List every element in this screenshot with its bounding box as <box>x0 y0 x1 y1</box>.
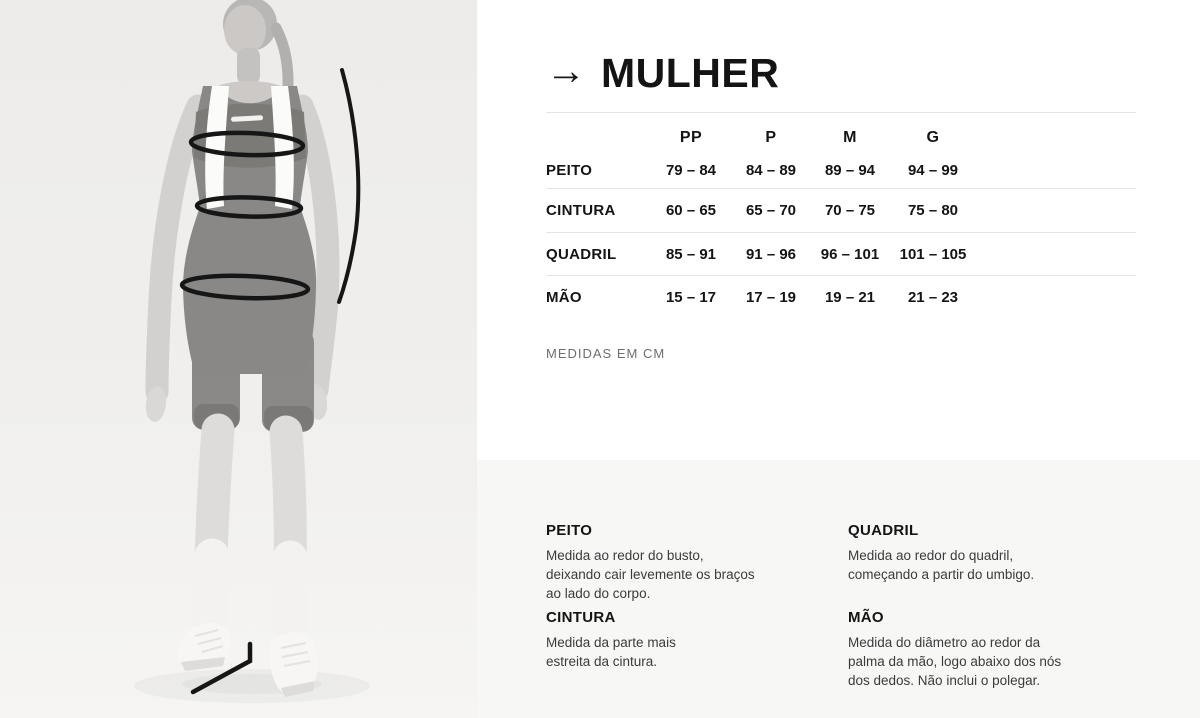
section-title-row: → MULHER <box>546 48 779 98</box>
legend-item-mao: MÃO Medida do diâmetro ao redor da palma… <box>848 609 1166 690</box>
legend-definition: Medida da parte mais estreita da cintura… <box>546 635 676 669</box>
size-table: PP P M G PEITO 79 – 84 84 – 89 89 – 94 9… <box>546 112 1136 319</box>
row-label: PEITO <box>546 162 593 179</box>
model-socks <box>192 538 308 642</box>
row-label: CINTURA <box>546 202 616 219</box>
hip-measure-line <box>179 273 311 301</box>
row-value: 85 – 91 <box>665 245 717 263</box>
legend-term: MÃO <box>848 609 884 626</box>
bib-strap-left <box>205 86 229 209</box>
row-label: QUADRIL <box>546 245 617 263</box>
units-note: MEDIDAS EM CM <box>546 346 666 361</box>
table-row-mao: MÃO 15 – 17 17 – 19 19 – 21 21 – 23 <box>546 275 1136 319</box>
column-header-pp: PP <box>679 128 703 146</box>
table-row-peito: PEITO 79 – 84 84 – 89 89 – 94 94 – 99 <box>546 153 1136 188</box>
chest-measure-line <box>188 130 306 158</box>
row-value: 96 – 101 <box>820 245 880 263</box>
row-value: 94 – 99 <box>907 162 959 179</box>
row-value: 70 – 75 <box>824 202 876 219</box>
row-value: 60 – 65 <box>665 202 717 219</box>
brand-logo-mark <box>231 115 264 122</box>
row-value: 101 – 105 <box>899 245 967 263</box>
row-value: 15 – 17 <box>665 289 717 306</box>
legend-item-peito: PEITO Medida ao redor do busto, deixando… <box>546 522 848 603</box>
measurement-legend-section: PEITO Medida ao redor do busto, deixando… <box>477 460 1200 718</box>
legend-definition: Medida ao redor do quadril, começando a … <box>848 548 1035 582</box>
row-label: MÃO <box>546 289 582 306</box>
legend-item-quadril: QUADRIL Medida ao redor do quadril, come… <box>848 522 1166 603</box>
row-value: 91 – 96 <box>745 245 797 263</box>
legend-definition: Medida do diâmetro ao redor da palma da … <box>848 635 1062 688</box>
bib-strap-right <box>271 86 294 209</box>
row-value: 75 – 80 <box>907 202 959 219</box>
waist-measure-line <box>194 195 304 219</box>
column-header-m: M <box>843 128 857 146</box>
row-value: 17 – 19 <box>745 289 797 306</box>
row-value: 21 – 23 <box>907 289 959 306</box>
torso-length-line <box>337 68 361 304</box>
legend-term: CINTURA <box>546 609 616 626</box>
measurement-marks <box>179 68 361 695</box>
legend-grid: PEITO Medida ao redor do busto, deixando… <box>546 522 1166 690</box>
size-table-section: → MULHER PP P M G PEITO 79 – 84 84 – 89 … <box>477 0 1200 460</box>
model-photo <box>0 0 477 718</box>
legend-term: PEITO <box>546 522 593 539</box>
table-row-quadril: QUADRIL 85 – 91 91 – 96 96 – 101 101 – 1… <box>546 232 1136 275</box>
foot-measure-line <box>190 641 253 695</box>
legend-term: QUADRIL <box>848 522 919 539</box>
row-value: 84 – 89 <box>745 162 797 179</box>
row-value: 89 – 94 <box>824 162 876 179</box>
row-value: 79 – 84 <box>665 162 717 179</box>
column-header-p: P <box>765 128 777 146</box>
legend-item-cintura: CINTURA Medida da parte mais estreita da… <box>546 609 848 690</box>
size-table-header-row: PP P M G <box>546 113 1136 153</box>
row-value: 19 – 21 <box>824 289 876 306</box>
table-row-cintura: CINTURA 60 – 65 65 – 70 70 – 75 75 – 80 <box>546 188 1136 232</box>
model-shoes <box>177 622 318 697</box>
model-figure-illustration <box>134 0 370 703</box>
page-title: MULHER <box>601 49 780 96</box>
row-value: 65 – 70 <box>745 202 797 219</box>
column-header-g: G <box>926 128 940 146</box>
legend-definition: Medida ao redor do busto, deixando cair … <box>546 548 755 601</box>
arrow-right-icon: → <box>546 49 586 93</box>
